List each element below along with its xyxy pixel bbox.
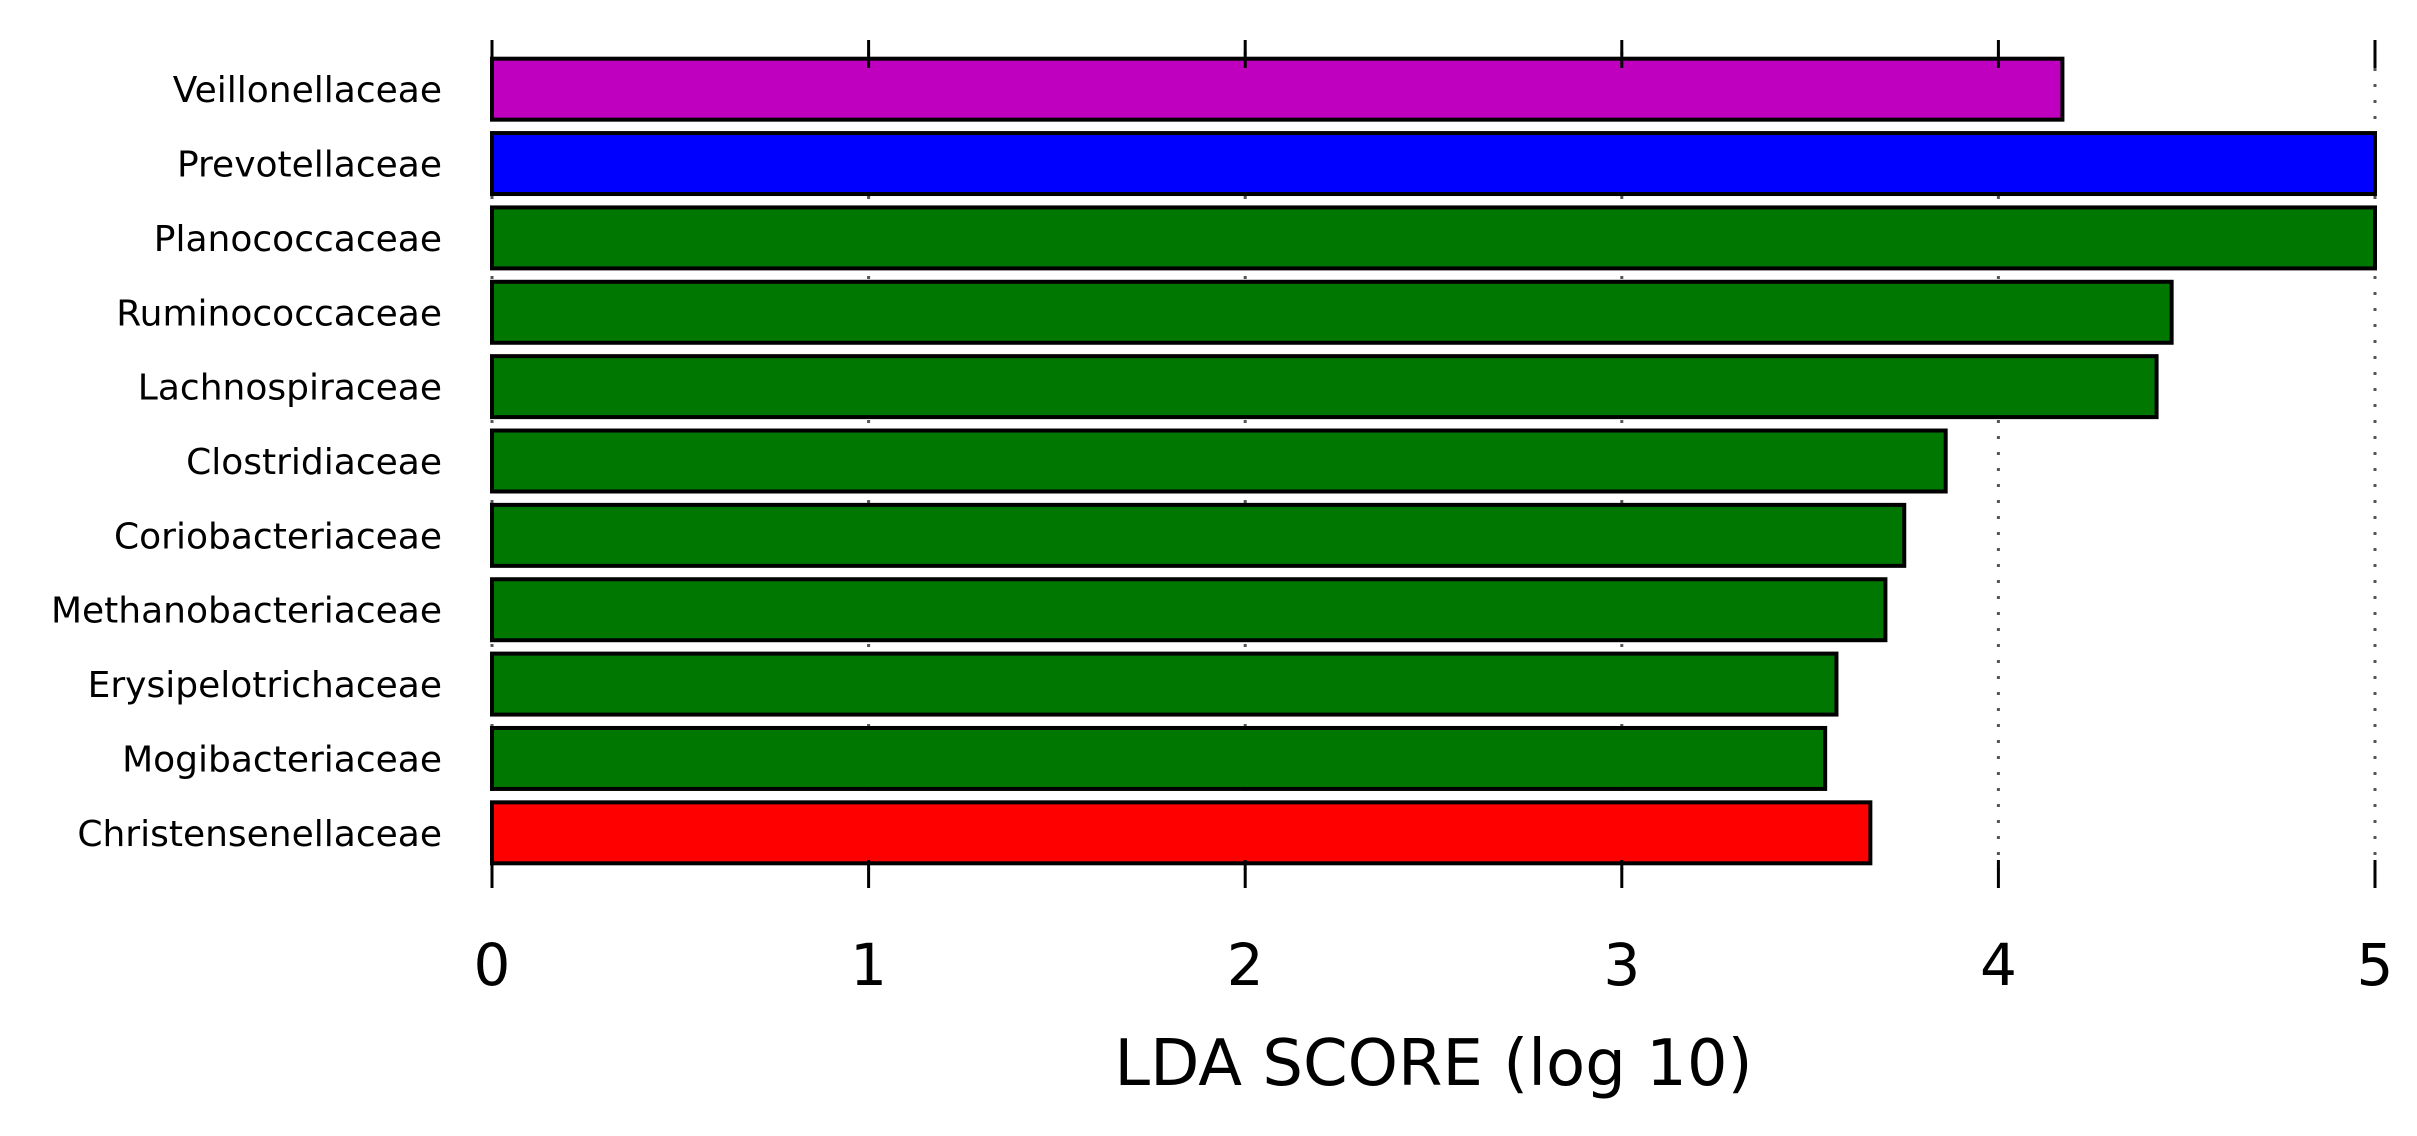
x-tick-label: 5 — [2357, 931, 2394, 999]
x-axis-title: LDA SCORE (log 10) — [1114, 1027, 1752, 1101]
bar — [490, 725, 1828, 791]
x-tick-label: 3 — [1603, 931, 1640, 999]
category-label: Christensenellaceae — [77, 814, 442, 855]
bar — [490, 651, 1839, 717]
category-label: Erysipelotrichaceae — [88, 665, 442, 706]
category-label: Clostridiaceae — [186, 442, 442, 483]
bar — [490, 279, 2174, 345]
bar — [490, 354, 2159, 420]
tick-layer — [490, 40, 2377, 888]
x-tick-label: 4 — [1980, 931, 2017, 999]
bar — [490, 577, 1888, 643]
bar — [490, 800, 1873, 866]
category-label: Veillonellaceae — [173, 70, 442, 111]
bar-layer — [490, 56, 2377, 866]
x-tick-label: 0 — [474, 931, 511, 999]
category-label: Coriobacteriaceae — [114, 516, 442, 557]
category-label: Prevotellaceae — [177, 145, 442, 186]
bar — [490, 428, 1948, 494]
x-tick-label: 2 — [1227, 931, 1264, 999]
category-label: Lachnospiraceae — [138, 368, 442, 409]
category-label: Planococcaceae — [154, 219, 442, 260]
bar — [490, 56, 2065, 122]
category-label: Ruminococcaceae — [116, 293, 442, 334]
bar — [490, 131, 2377, 197]
bar — [490, 205, 2377, 271]
label-layer: 0 1 2 3 4 5 Veillonellaceae Prevotellaceae Plano… — [51, 70, 2393, 999]
x-tick-label: 1 — [850, 931, 887, 999]
category-label: Mogibacteriaceae — [122, 739, 442, 780]
bar — [490, 502, 1907, 568]
category-label: Methanobacteriaceae — [51, 591, 442, 632]
